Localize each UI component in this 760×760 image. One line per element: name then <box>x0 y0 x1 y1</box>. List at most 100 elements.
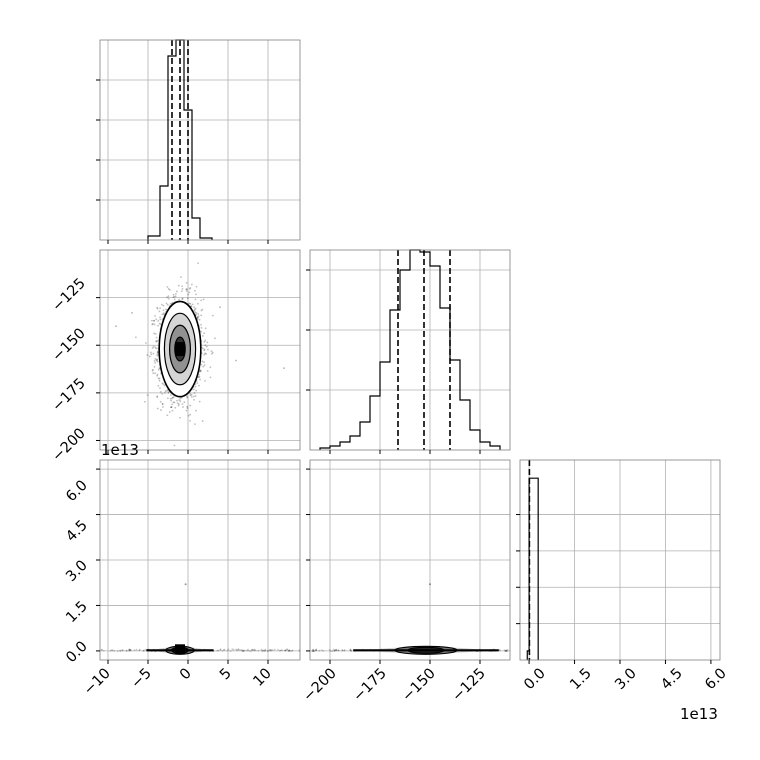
sample-point <box>350 649 353 652</box>
sample-point <box>142 649 145 652</box>
sample-point <box>505 650 508 652</box>
sample-point <box>204 344 207 347</box>
sample-point <box>197 262 199 265</box>
sample-point <box>251 649 254 651</box>
sample-point <box>197 376 200 378</box>
sample-point <box>204 352 207 355</box>
sample-point <box>251 648 254 651</box>
sample-point <box>341 649 344 652</box>
sample-point <box>162 304 165 307</box>
sample-point <box>349 648 352 651</box>
sample-point <box>243 649 246 652</box>
sample-point <box>237 648 240 651</box>
plot-marks <box>100 39 539 660</box>
scatter-p0-p2-y-tick-labels: 6.0 4.5 3.0 1.5 0.0 <box>63 478 91 667</box>
sample-point <box>158 322 161 325</box>
sample-point <box>162 383 165 386</box>
sample-point <box>210 352 213 355</box>
tick-marks <box>96 79 712 664</box>
sample-point <box>226 649 229 652</box>
sample-point <box>193 392 196 394</box>
sample-point <box>157 368 160 371</box>
sample-point <box>188 291 191 294</box>
sample-point <box>210 350 213 353</box>
sample-point <box>121 649 124 652</box>
x-tick-label: −150 <box>399 666 438 705</box>
sample-point <box>156 359 158 362</box>
sample-point <box>219 648 222 651</box>
sample-point <box>119 649 122 652</box>
sample-point <box>315 648 318 651</box>
sample-point <box>198 384 200 387</box>
sample-point <box>194 307 197 310</box>
sample-point <box>159 318 162 321</box>
sample-point <box>173 295 176 298</box>
sample-point <box>253 648 256 651</box>
sample-point <box>172 396 175 398</box>
y-tick-label: 0.0 <box>63 639 91 667</box>
y-tick-label: 6.0 <box>63 478 91 506</box>
sample-point <box>203 349 206 352</box>
sample-point <box>170 399 173 402</box>
sample-point <box>198 318 201 321</box>
sample-point <box>164 390 167 393</box>
sample-point <box>178 399 181 401</box>
sample-point <box>250 648 253 651</box>
x-tick-label: 10 <box>250 666 274 690</box>
sample-point <box>159 400 162 403</box>
sample-point <box>152 345 155 348</box>
sample-point <box>337 649 340 652</box>
x-tick-label: −175 <box>350 666 389 705</box>
sample-point <box>172 293 175 296</box>
sample-point <box>205 345 208 348</box>
sample-point <box>190 305 193 307</box>
sample-point <box>153 323 156 326</box>
sample-point <box>154 357 157 360</box>
sample-point <box>284 649 287 652</box>
sample-point <box>335 648 338 651</box>
sample-point <box>183 401 186 404</box>
sample-point <box>349 649 352 652</box>
sample-point <box>165 308 168 311</box>
sample-point <box>151 368 154 371</box>
sample-point <box>203 348 206 351</box>
sample-point <box>314 649 317 652</box>
sample-point <box>498 649 501 651</box>
sample-point <box>155 340 158 343</box>
sample-point <box>199 369 202 372</box>
histogram-step <box>319 249 501 450</box>
sample-point <box>167 297 170 300</box>
sample-point <box>166 414 169 417</box>
sample-point <box>151 323 154 326</box>
sample-point <box>138 648 141 651</box>
sample-point <box>166 286 169 288</box>
sample-point <box>150 353 153 356</box>
sample-point <box>128 648 130 651</box>
sample-point <box>182 406 184 408</box>
sample-point <box>171 396 174 399</box>
sample-point <box>189 413 192 416</box>
sample-point <box>201 420 204 422</box>
sample-point <box>142 649 145 652</box>
sample-point <box>166 389 168 392</box>
sample-point <box>191 303 194 306</box>
y-tick-label: −150 <box>49 326 88 365</box>
sample-point <box>333 649 336 652</box>
x-tick-label: 3.0 <box>612 666 640 694</box>
density-peak <box>175 342 185 357</box>
sample-point <box>197 315 200 318</box>
sample-point <box>504 650 507 652</box>
y-tick-label: −125 <box>49 276 88 315</box>
x-offset-label: 1e13 <box>680 705 718 723</box>
density-peak <box>175 644 185 655</box>
sample-point <box>115 325 117 328</box>
sample-point <box>219 306 221 309</box>
x-tick-label: 0.0 <box>521 666 549 694</box>
sample-point <box>331 650 334 653</box>
sample-point <box>328 648 331 651</box>
sample-point <box>156 307 159 310</box>
sample-point <box>209 366 212 369</box>
sample-point <box>197 302 199 305</box>
sample-point <box>268 649 271 652</box>
sample-point <box>204 339 207 342</box>
